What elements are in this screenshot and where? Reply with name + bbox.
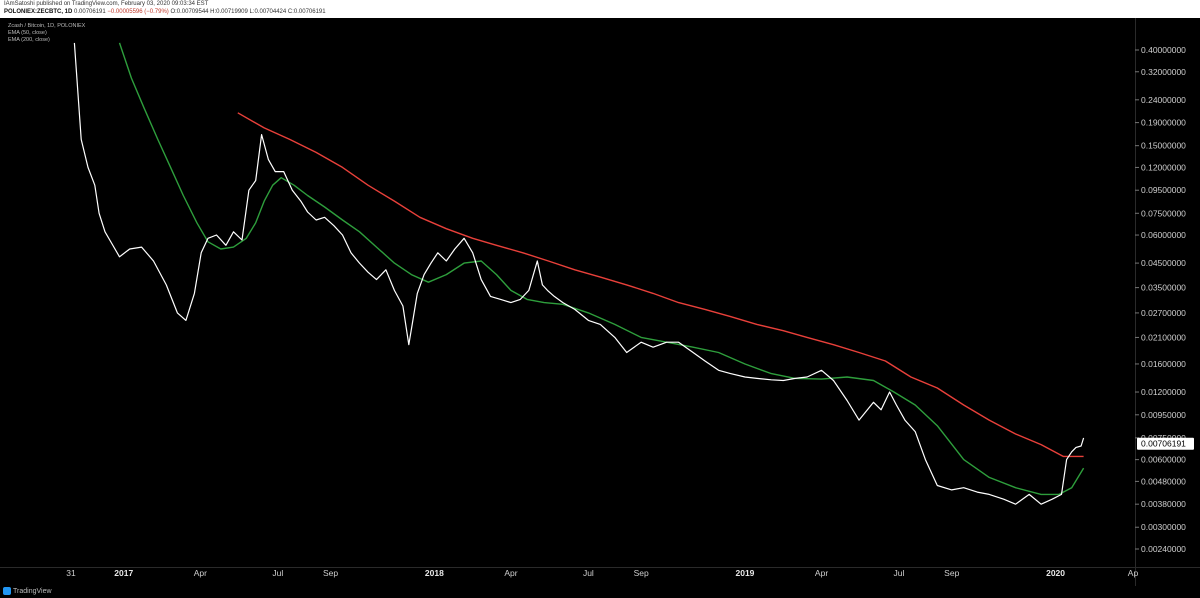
y-tick-label: 0.09500000 (1141, 185, 1186, 195)
price-line (73, 42, 1085, 505)
y-tick-label: 0.12000000 (1141, 162, 1186, 172)
chart-legend: Zcash / Bitcoin, 1D, POLONIEX EMA (50, c… (8, 23, 85, 44)
symbol-ohlc-line: POLONIEX:ZECBTC, 1D 0.00706191 −0.000055… (4, 9, 326, 15)
y-tick-label: 0.01200000 (1141, 387, 1186, 397)
y-tick-label: 0.03500000 (1141, 283, 1186, 293)
x-tick-label: Jul (894, 568, 905, 578)
x-tick-label: 31 (66, 568, 76, 578)
x-tick-label: Ap (1128, 568, 1139, 578)
y-tick-label: 0.00380000 (1141, 499, 1186, 509)
y-tick-label: 0.24000000 (1141, 95, 1186, 105)
footer: TradingView (0, 586, 1200, 598)
ema200-line (237, 112, 1084, 458)
y-tick-label: 0.01600000 (1141, 359, 1186, 369)
y-tick-label: 0.00300000 (1141, 522, 1186, 532)
y-tick-label: 0.07500000 (1141, 208, 1186, 218)
x-tick-label: 2020 (1046, 568, 1065, 578)
publish-info: IAmSatoshi published on TradingView.com,… (4, 1, 209, 7)
y-tick-label: 0.32000000 (1141, 67, 1186, 77)
price-chart[interactable]: 0.40000000 0.32000000 0.24000000 0.19000000… (0, 18, 1200, 586)
plot-area[interactable] (0, 18, 1200, 586)
y-tick-label: 0.00950000 (1141, 410, 1186, 420)
brand-label: TradingView (13, 587, 52, 595)
x-tick-label: 2019 (736, 568, 755, 578)
y-tick-label: 0.40000000 (1141, 45, 1186, 55)
x-tick-label: Apr (194, 568, 207, 578)
y-tick-label: 0.04500000 (1141, 258, 1186, 268)
x-tick-label: Apr (504, 568, 517, 578)
x-tick-label: 2017 (114, 568, 133, 578)
x-tick-label: Sep (944, 568, 959, 578)
ohlc-values: O:0.00709544 H:0.00719909 L:0.00704424 C… (170, 9, 326, 15)
ema50-line (118, 42, 1085, 496)
y-tick-label: 0.02100000 (1141, 332, 1186, 342)
x-tick-label: Jul (583, 568, 594, 578)
y-tick-label: 0.06000000 (1141, 230, 1186, 240)
y-tick-label: 0.00480000 (1141, 476, 1186, 486)
legend-ema50: EMA (50, close) (8, 30, 47, 36)
last-price: 0.00706191 (74, 9, 106, 15)
y-tick-label: 0.15000000 (1141, 141, 1186, 151)
legend-ema200: EMA (200, close) (8, 37, 50, 43)
x-tick-label: Apr (815, 568, 828, 578)
x-tick-label: Sep (323, 568, 338, 578)
tradingview-logo-icon (3, 587, 11, 595)
symbol-label: POLONIEX:ZECBTC, 1D (4, 9, 73, 15)
x-axis[interactable]: 31 2017 Apr Jul Sep 2018 Apr Jul Sep 2019 Apr Jul Se… (66, 568, 1138, 578)
y-tick-label: 0.00240000 (1141, 544, 1186, 554)
y-tick-label: 0.00600000 (1141, 455, 1186, 465)
last-value-label: 0.00706191 (1141, 439, 1186, 449)
x-tick-label: Sep (634, 568, 649, 578)
publish-header: IAmSatoshi published on TradingView.com,… (0, 0, 1200, 18)
legend-symbol: Zcash / Bitcoin, 1D, POLONIEX (8, 23, 86, 29)
last-value-badge (1137, 437, 1194, 450)
x-tick-label: 2018 (425, 568, 444, 578)
change-value: −0.00005596 (−0.79%) (107, 9, 169, 15)
y-axis[interactable]: 0.40000000 0.32000000 0.24000000 0.19000000… (1135, 45, 1194, 554)
y-tick-label: 0.02700000 (1141, 308, 1186, 318)
y-tick-label: 0.19000000 (1141, 118, 1186, 128)
x-tick-label: Jul (272, 568, 283, 578)
tradingview-logo: TradingView (3, 587, 52, 595)
